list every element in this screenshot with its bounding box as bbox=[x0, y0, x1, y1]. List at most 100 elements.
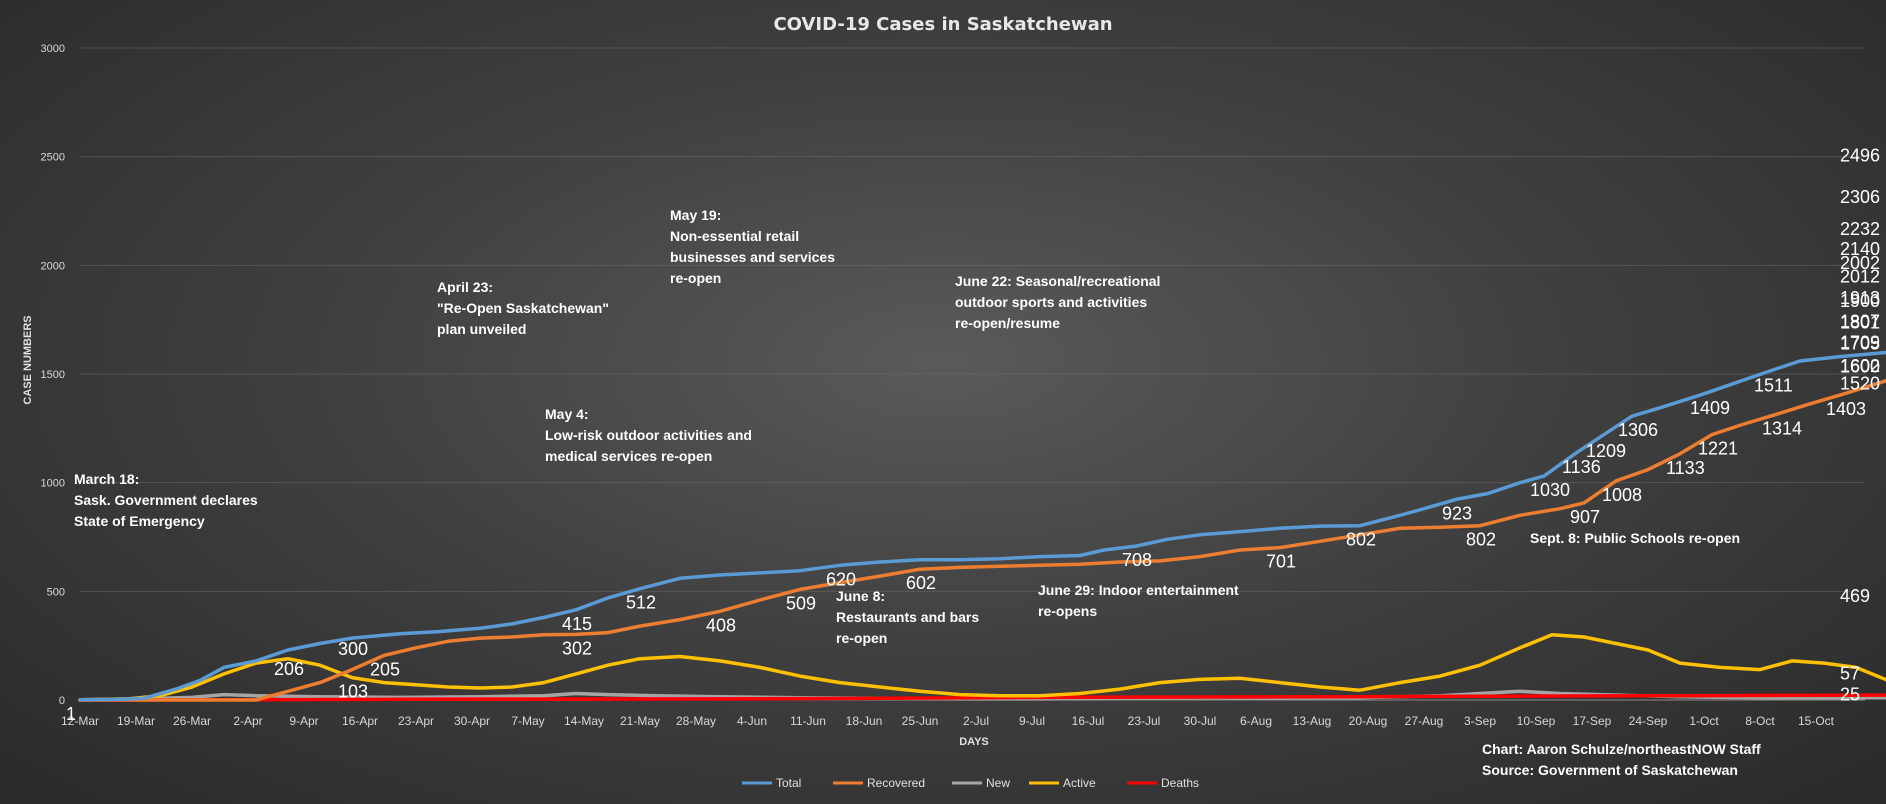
x-tick-labels: 12-Mar 19-Mar 26-Mar 2-Apr 9-Apr 16-Apr 23-Apr… bbox=[61, 714, 1835, 728]
x-tick-26-Mar: 26-Mar bbox=[173, 714, 211, 728]
x-tick-30-Jul: 30-Jul bbox=[1184, 714, 1217, 728]
data-label-total-1913: 1913 bbox=[1840, 288, 1880, 308]
y-axis-label: CASE NUMBERS bbox=[22, 315, 34, 404]
x-tick-8-Oct: 8-Oct bbox=[1745, 714, 1775, 728]
data-label-recovered-602: 602 bbox=[906, 573, 936, 593]
x-tick-9-Jul: 9-Jul bbox=[1019, 714, 1045, 728]
y-tick-labels: 0 500 1000 1500 2000 2500 3000 bbox=[41, 43, 65, 707]
data-label-recovered-1133: 1133 bbox=[1666, 458, 1705, 478]
data-label-total-2232: 2232 bbox=[1840, 219, 1880, 239]
series-total-line bbox=[78, 350, 1886, 702]
x-tick-27-Aug: 27-Aug bbox=[1405, 714, 1444, 728]
data-label-recovered-408: 408 bbox=[706, 615, 736, 635]
data-label-recovered-509: 509 bbox=[786, 593, 816, 613]
data-label-total-1209: 1209 bbox=[1586, 441, 1626, 461]
data-label-total-2140: 2140 bbox=[1840, 239, 1880, 259]
data-label-total-1136: 1136 bbox=[1562, 457, 1601, 477]
y-tick-3000: 3000 bbox=[41, 43, 65, 55]
data-label-recovered-302: 302 bbox=[562, 638, 592, 658]
annotation-june-8: June 8: Restaurants and bars re-open bbox=[836, 588, 983, 646]
y-tick-1000: 1000 bbox=[41, 478, 65, 490]
annotation-june-29: June 29: Indoor entertainment re-opens bbox=[1038, 582, 1243, 619]
data-label-active-206: 206 bbox=[274, 659, 304, 679]
annotation-may-19: May 19: Non-essential retail businesses … bbox=[670, 207, 839, 286]
data-label-total-923: 923 bbox=[1442, 503, 1472, 523]
legend-label-recovered: Recovered bbox=[867, 776, 925, 790]
series-recovered-line bbox=[78, 378, 1886, 702]
x-axis-label: DAYS bbox=[959, 736, 989, 748]
x-tick-28-May: 28-May bbox=[676, 714, 716, 728]
x-tick-19-Mar: 19-Mar bbox=[117, 714, 155, 728]
data-label-total-1600: 1600 bbox=[1840, 356, 1880, 376]
x-tick-25-Jun: 25-Jun bbox=[902, 714, 939, 728]
data-label-new-57: 57 bbox=[1840, 664, 1860, 684]
data-label-total-415: 415 bbox=[562, 614, 592, 634]
data-label-recovered-205: 205 bbox=[370, 659, 400, 679]
chart-credit: Chart: Aaron Schulze/northeastNOW Staff … bbox=[1482, 741, 1765, 778]
data-label-total-1709: 1709 bbox=[1840, 333, 1880, 353]
annotation-march-18: March 18: Sask. Government declares Stat… bbox=[74, 471, 262, 529]
data-label-recovered-1403: 1403 bbox=[1826, 399, 1866, 419]
x-tick-15-Oct: 15-Oct bbox=[1798, 714, 1835, 728]
data-label-total-620: 620 bbox=[826, 569, 856, 589]
legend-label-new: New bbox=[986, 776, 1010, 790]
data-label-total-1306: 1306 bbox=[1618, 420, 1658, 440]
data-label-total-1: 1 bbox=[66, 704, 76, 724]
chart-title: COVID-19 Cases in Saskatchewan bbox=[773, 14, 1112, 35]
data-label-active-103: 103 bbox=[338, 682, 368, 702]
x-tick-16-Jul: 16-Jul bbox=[1072, 714, 1105, 728]
x-tick-21-May: 21-May bbox=[620, 714, 660, 728]
x-tick-6-Aug: 6-Aug bbox=[1240, 714, 1272, 728]
x-tick-30-Apr: 30-Apr bbox=[454, 714, 490, 728]
data-label-total-1511: 1511 bbox=[1754, 376, 1793, 396]
x-tick-3-Sep: 3-Sep bbox=[1464, 714, 1496, 728]
y-tick-2000: 2000 bbox=[41, 260, 65, 272]
x-tick-18-Jun: 18-Jun bbox=[846, 714, 883, 728]
legend: Total Recovered New Active Deaths bbox=[742, 776, 1199, 790]
x-tick-23-Jul: 23-Jul bbox=[1128, 714, 1161, 728]
legend-label-deaths: Deaths bbox=[1161, 776, 1199, 790]
data-label-total-2496: 2496 bbox=[1840, 146, 1880, 166]
data-label-recovered-2002: 2002 bbox=[1840, 253, 1880, 273]
data-label-total-1807: 1807 bbox=[1840, 311, 1880, 331]
x-tick-12-Mar: 12-Mar bbox=[61, 714, 99, 728]
x-tick-16-Apr: 16-Apr bbox=[342, 714, 378, 728]
x-tick-2-Jul: 2-Jul bbox=[963, 714, 989, 728]
legend-label-total: Total bbox=[776, 776, 801, 790]
data-label-total-708: 708 bbox=[1122, 550, 1152, 570]
data-label-total-512: 512 bbox=[626, 593, 656, 613]
data-label-total-1409: 1409 bbox=[1690, 398, 1730, 418]
data-label-deaths-25: 25 bbox=[1840, 685, 1860, 705]
x-tick-13-Aug: 13-Aug bbox=[1293, 714, 1332, 728]
data-label-recovered-1801: 1801 bbox=[1840, 313, 1880, 333]
data-label-recovered-802: 802 bbox=[1466, 530, 1496, 550]
data-label-recovered-1900: 1900 bbox=[1840, 291, 1880, 311]
data-label-recovered-1008: 1008 bbox=[1602, 485, 1642, 505]
data-label-recovered-1221: 1221 bbox=[1698, 439, 1738, 459]
data-label-total-1030: 1030 bbox=[1530, 480, 1570, 500]
x-tick-10-Sep: 10-Sep bbox=[1517, 714, 1556, 728]
series-active-line bbox=[78, 633, 1886, 702]
x-tick-1-Oct: 1-Oct bbox=[1689, 714, 1719, 728]
x-tick-2-Apr: 2-Apr bbox=[233, 714, 262, 728]
series-deaths-line bbox=[78, 693, 1886, 702]
data-label-recovered-1314: 1314 bbox=[1762, 418, 1802, 438]
data-label-total-2306: 2306 bbox=[1840, 187, 1880, 207]
y-tick-1500: 1500 bbox=[41, 369, 65, 381]
x-tick-20-Aug: 20-Aug bbox=[1349, 714, 1388, 728]
x-tick-4-Jun: 4-Jun bbox=[737, 714, 767, 728]
data-label-active-469: 469 bbox=[1840, 586, 1870, 606]
x-tick-9-Apr: 9-Apr bbox=[289, 714, 318, 728]
x-tick-11-Jun: 11-Jun bbox=[790, 714, 826, 728]
y-tick-0: 0 bbox=[59, 695, 65, 707]
data-label-recovered-1705: 1705 bbox=[1840, 333, 1880, 353]
x-tick-17-Sep: 17-Sep bbox=[1573, 714, 1612, 728]
annotation-may-4: May 4: Low-risk outdoor activities and m… bbox=[545, 406, 756, 464]
x-tick-24-Sep: 24-Sep bbox=[1629, 714, 1668, 728]
x-tick-23-Apr: 23-Apr bbox=[398, 714, 434, 728]
annotation-sept-8: Sept. 8: Public Schools re-open bbox=[1530, 530, 1740, 546]
legend-label-active: Active bbox=[1063, 776, 1096, 790]
y-tick-500: 500 bbox=[47, 586, 65, 598]
